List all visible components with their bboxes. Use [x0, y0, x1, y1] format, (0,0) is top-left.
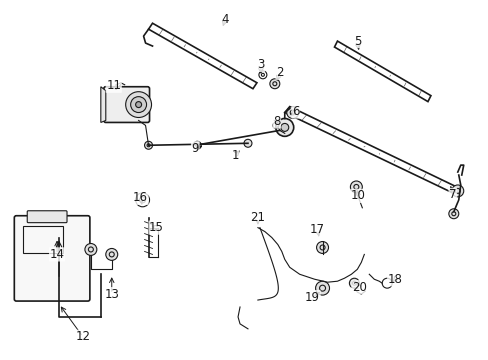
- Text: 13: 13: [104, 288, 119, 301]
- Circle shape: [350, 181, 362, 193]
- Text: 8: 8: [273, 115, 280, 128]
- Circle shape: [144, 141, 152, 149]
- Text: 10: 10: [350, 189, 365, 202]
- Circle shape: [244, 139, 251, 147]
- Text: 20: 20: [351, 281, 366, 294]
- Circle shape: [316, 242, 328, 253]
- Text: 12: 12: [75, 330, 90, 343]
- Circle shape: [130, 96, 146, 113]
- Text: 17: 17: [309, 223, 325, 236]
- Circle shape: [269, 79, 279, 89]
- Circle shape: [315, 281, 329, 295]
- FancyBboxPatch shape: [14, 216, 90, 301]
- Circle shape: [105, 248, 118, 260]
- Circle shape: [286, 107, 298, 118]
- Circle shape: [451, 185, 463, 197]
- Text: 2: 2: [276, 66, 283, 79]
- Text: 1: 1: [231, 149, 238, 162]
- Text: 9: 9: [191, 142, 199, 155]
- Text: 3: 3: [257, 58, 264, 71]
- Circle shape: [280, 123, 288, 131]
- Text: 5: 5: [353, 35, 360, 48]
- Circle shape: [193, 141, 201, 149]
- Text: 4: 4: [221, 13, 228, 26]
- Text: 15: 15: [149, 221, 163, 234]
- Text: 6: 6: [291, 105, 299, 118]
- Circle shape: [85, 243, 97, 255]
- Text: 18: 18: [387, 273, 402, 286]
- Circle shape: [448, 209, 458, 219]
- Text: 21: 21: [250, 211, 265, 224]
- Text: 16: 16: [133, 192, 148, 204]
- FancyBboxPatch shape: [27, 211, 67, 223]
- Polygon shape: [101, 87, 105, 122]
- Circle shape: [125, 92, 151, 117]
- Text: 11: 11: [106, 79, 121, 92]
- Text: 19: 19: [305, 291, 320, 303]
- FancyBboxPatch shape: [103, 87, 149, 122]
- Circle shape: [275, 118, 293, 136]
- Text: 7: 7: [448, 188, 456, 201]
- Circle shape: [135, 102, 142, 108]
- Circle shape: [349, 278, 359, 288]
- Text: 14: 14: [49, 248, 64, 261]
